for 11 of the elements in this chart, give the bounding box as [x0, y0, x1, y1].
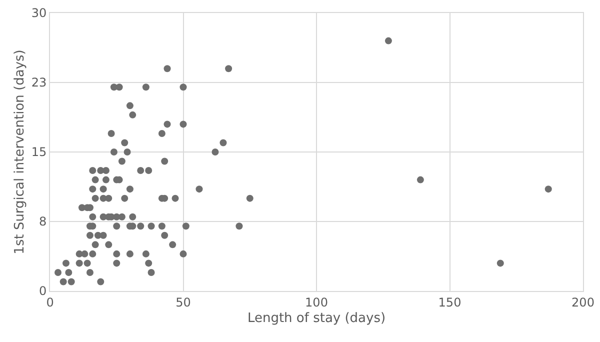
x-axis-title: Length of stay (days): [247, 311, 386, 326]
y-tick-label: 23: [31, 76, 47, 90]
x-tick-label: 50: [176, 295, 191, 310]
y-tick-label: 15: [31, 145, 47, 160]
x-tick-label: 150: [438, 295, 462, 310]
y-tick-label: 30: [31, 6, 47, 20]
x-tick-label: 200: [572, 295, 594, 310]
y-tick-label: 0: [38, 284, 47, 298]
y-tick-label: 8: [38, 214, 47, 229]
x-tick-label: 100: [305, 295, 328, 310]
y-axis-title: 1st Surgical intervention (days): [12, 50, 28, 254]
